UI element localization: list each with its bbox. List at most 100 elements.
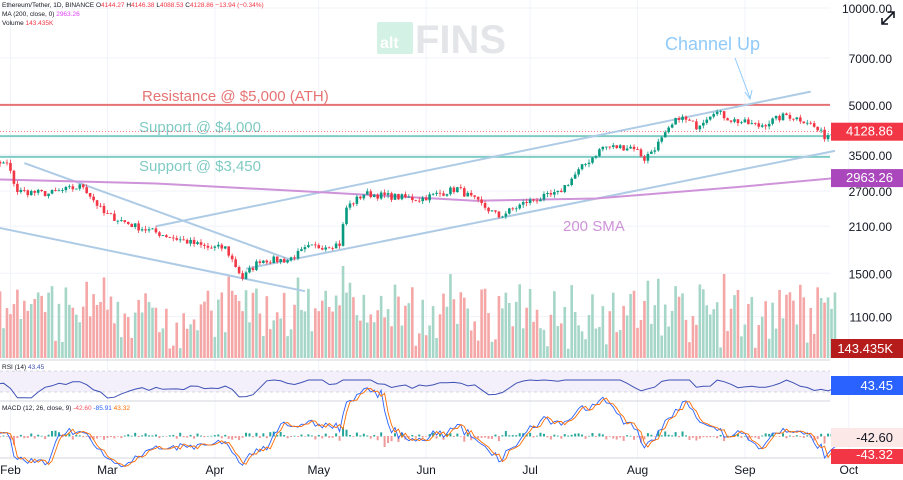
volume-bar (653, 305, 657, 358)
volume-bar (88, 316, 92, 358)
macd-histogram-bar (678, 436, 681, 438)
macd-histogram-bar (348, 435, 351, 437)
candle-body (781, 113, 785, 121)
volume-bar (608, 311, 612, 358)
macd-histogram-bar (137, 436, 140, 438)
volume-bar (487, 313, 490, 358)
volume-bar (729, 308, 733, 358)
macd-histogram-bar (394, 433, 396, 437)
volume-bar (417, 333, 421, 358)
candle-body (85, 187, 88, 194)
volume-bar (760, 316, 764, 358)
volume-bar (144, 293, 147, 358)
volume-bar (812, 333, 816, 358)
macd-tag: -42.60 (856, 430, 893, 445)
volume-bar (303, 311, 307, 358)
candle-body (525, 202, 528, 204)
macd-histogram-bar (30, 433, 33, 437)
volume-bar (528, 288, 532, 358)
time-axis[interactable]: Feb Mar Apr May Jun Jul Aug Sep Oct (0, 463, 859, 477)
macd-histogram-bar (123, 435, 126, 437)
low-value: 4088.53 (159, 2, 184, 9)
volume-bar (816, 287, 819, 358)
candle-body (78, 184, 82, 189)
macd-histogram-bar (224, 434, 227, 437)
volume-bar (636, 327, 639, 358)
macd-histogram-bar (428, 434, 431, 437)
macd-histogram-bar (144, 433, 147, 437)
candles (0, 109, 837, 281)
macd-histogram-bar (674, 432, 677, 437)
macd-label: MACD (12, 26, close, 9) (2, 405, 72, 412)
macd-histogram-bar (813, 436, 816, 441)
macd-histogram-bar (802, 436, 805, 438)
macd-histogram-bar (719, 434, 722, 437)
macd-histogram-bar (390, 436, 393, 442)
macd-histogram-bar (352, 436, 355, 437)
volume-bar (681, 293, 684, 358)
candle-body (241, 273, 244, 279)
candle-body (753, 123, 757, 125)
macd-histogram-bar (116, 436, 119, 437)
candle-body (452, 187, 456, 193)
candle-body (563, 185, 567, 193)
time-tick-label: Jun (416, 463, 435, 477)
volume-bar (64, 287, 68, 358)
volume-bar (497, 296, 501, 358)
macd-histogram-bar (407, 436, 410, 438)
macd-histogram-bar (40, 435, 43, 437)
macd-histogram-bar (26, 436, 29, 438)
volume-bar (74, 314, 78, 358)
candle-body (625, 148, 629, 151)
volume-bar (314, 308, 317, 358)
candle-body (594, 156, 598, 158)
candle-body (490, 210, 494, 212)
candle-body (147, 229, 151, 231)
price-axis[interactable]: 10000.00 7000.00 5000.00 3500.00 2700.00 2100… (842, 2, 892, 325)
candle-body (702, 122, 705, 126)
volume-bar (618, 330, 622, 358)
candle-body (210, 247, 213, 249)
candle-body (667, 127, 670, 133)
candle-body (199, 242, 203, 245)
candle-body (303, 247, 307, 250)
channel-up-arrow (734, 57, 751, 99)
volume-bar (189, 324, 192, 358)
last-price-tag-bg (831, 122, 903, 141)
candle-body (338, 243, 341, 246)
candle-body (376, 194, 379, 199)
volume-bar (781, 318, 785, 358)
time-tick-label: Oct (839, 463, 858, 477)
candle-body (251, 268, 255, 270)
time-tick-label: Aug (627, 463, 648, 477)
volume-bar (490, 341, 494, 358)
volume-bar (594, 328, 598, 358)
volume-bar (778, 289, 781, 358)
volume-bar (469, 330, 473, 358)
volume-bar (674, 286, 677, 358)
candle-body (26, 190, 30, 196)
candle-body (449, 187, 452, 195)
volume-bar (702, 289, 705, 358)
expand-diagonal-icon[interactable] (880, 10, 896, 26)
candle-body (345, 207, 348, 225)
logo-prefix: alt (380, 35, 399, 52)
macd-histogram-bar (411, 434, 414, 437)
macd-histogram-bar (605, 436, 608, 440)
candle-body (636, 149, 639, 150)
macd-histogram-bar (127, 434, 130, 437)
candle-body (88, 193, 92, 197)
macd-histogram-bar (470, 436, 473, 441)
macd-histogram-bar (193, 436, 196, 439)
candle-body (476, 196, 480, 200)
candle-body (691, 120, 695, 122)
candle-body (639, 149, 643, 157)
candle-body (36, 189, 40, 193)
candle-body (352, 203, 355, 205)
macd-histogram-bar (588, 435, 590, 437)
candle-body (743, 119, 747, 123)
volume-bar (580, 331, 584, 358)
macd-histogram-bar (497, 436, 500, 442)
channel-line (0, 226, 306, 293)
